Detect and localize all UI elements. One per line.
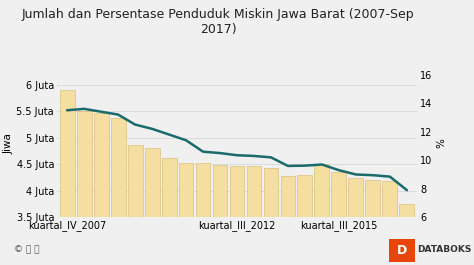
Text: DATABOKS: DATABOKS xyxy=(417,245,472,254)
Bar xyxy=(264,168,278,217)
Bar xyxy=(110,118,126,217)
Bar xyxy=(400,204,414,217)
Bar xyxy=(145,148,160,217)
Y-axis label: %: % xyxy=(437,138,447,148)
Bar xyxy=(229,166,245,217)
Bar xyxy=(331,172,346,217)
Bar xyxy=(162,158,176,217)
Y-axis label: Jiwa: Jiwa xyxy=(4,133,14,153)
Bar xyxy=(93,113,109,217)
Bar xyxy=(196,163,210,217)
Bar xyxy=(212,165,228,217)
Bar xyxy=(60,90,74,217)
Bar xyxy=(246,166,262,217)
Bar xyxy=(77,111,91,217)
Bar xyxy=(179,163,193,217)
Text: Jumlah dan Persentase Penduduk Miskin Jawa Barat (2007-Sep
2017): Jumlah dan Persentase Penduduk Miskin Ja… xyxy=(22,8,414,36)
Text: D: D xyxy=(397,244,407,257)
Bar xyxy=(128,145,143,217)
Bar xyxy=(281,176,295,217)
Bar xyxy=(365,180,381,217)
Bar xyxy=(348,178,364,217)
Text: © Ⓕ ⓢ: © Ⓕ ⓢ xyxy=(14,245,40,254)
Bar xyxy=(383,181,397,217)
Bar xyxy=(314,164,329,217)
Bar xyxy=(298,175,312,217)
